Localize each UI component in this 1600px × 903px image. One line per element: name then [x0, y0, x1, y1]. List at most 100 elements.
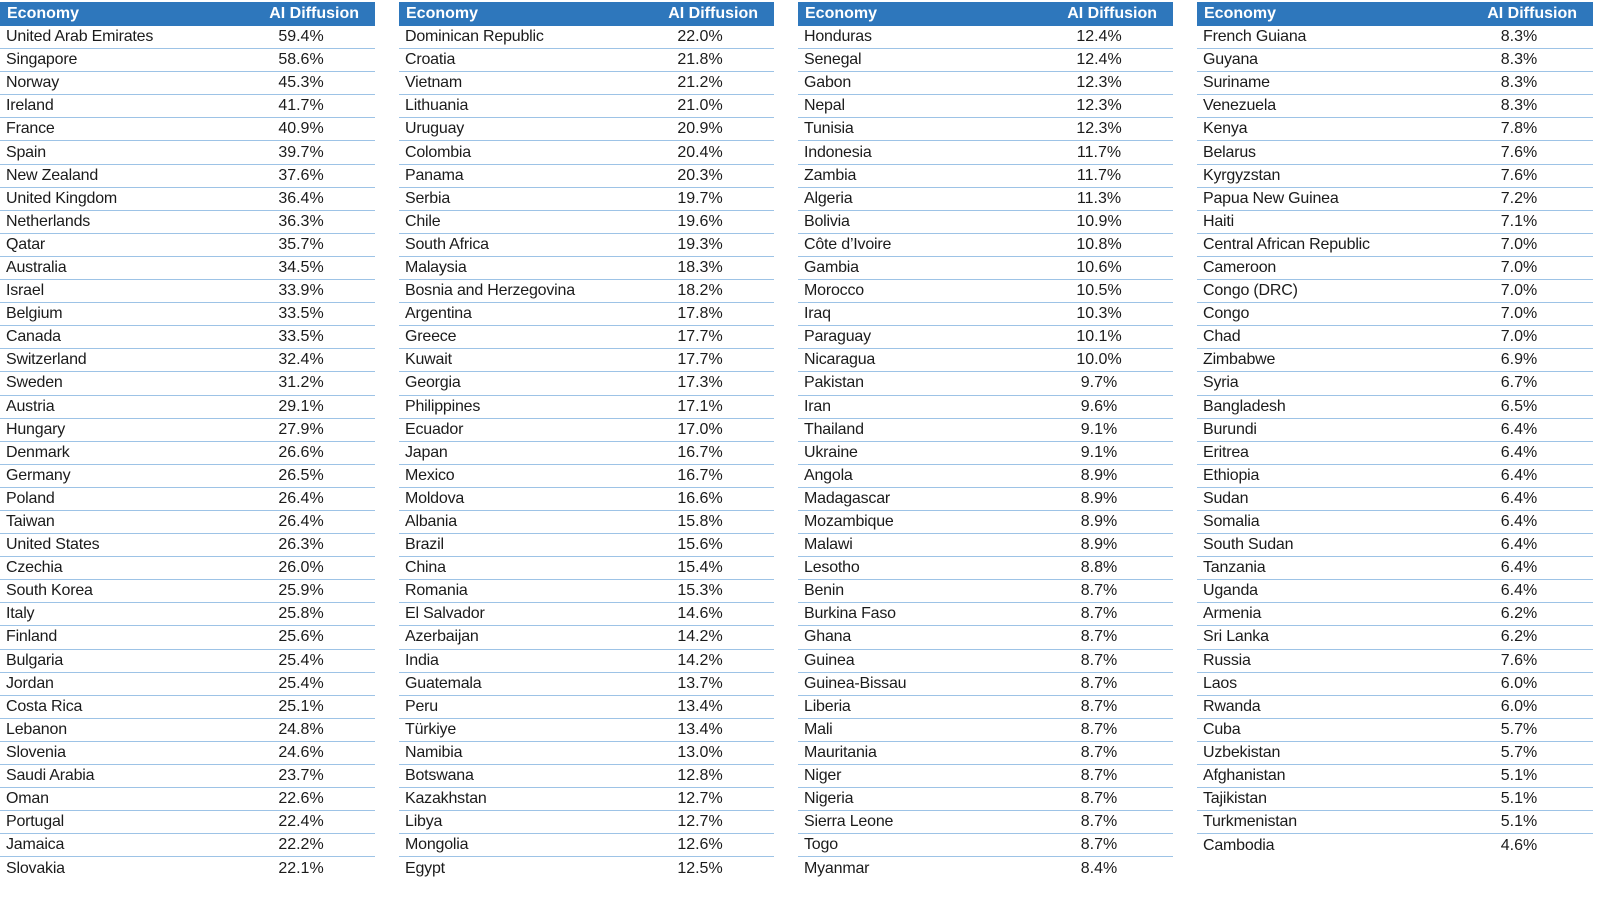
- ai-diffusion-value: 19.3%: [677, 235, 723, 253]
- table-row: Congo 7.0%: [1197, 303, 1593, 327]
- ai-diffusion-value: 22.0%: [677, 28, 723, 46]
- economy-name: Uruguay: [405, 120, 465, 138]
- economy-name: Morocco: [804, 282, 864, 300]
- economy-name: Ghana: [804, 628, 852, 646]
- economy-name: Zambia: [804, 166, 857, 184]
- table-row: Honduras 12.4%: [798, 26, 1173, 50]
- ai-diffusion-column-header: AI Diffusion: [1067, 5, 1157, 22]
- ai-diffusion-value: 33.9%: [278, 282, 324, 300]
- economy-name: Azerbaijan: [405, 628, 479, 646]
- table-row: Moldova 16.6%: [399, 488, 774, 511]
- table-row: Japan 16.7%: [399, 442, 774, 465]
- table-row: Tanzania 6.4%: [1197, 557, 1593, 581]
- table-row: Kazakhstan 12.7%: [399, 788, 774, 812]
- economy-name: Australia: [6, 258, 67, 276]
- table-row: Egypt 12.5%: [399, 857, 774, 880]
- ai-diffusion-value: 10.5%: [1076, 282, 1122, 300]
- ai-diffusion-value: 14.2%: [677, 651, 723, 669]
- ai-diffusion-value: 22.6%: [278, 790, 324, 808]
- economy-name: Rwanda: [1203, 697, 1261, 715]
- table-row: Lesotho 8.8%: [798, 557, 1173, 581]
- economy-name: Pakistan: [804, 374, 864, 392]
- table-row: Serbia 19.7%: [399, 188, 774, 211]
- ai-diffusion-value: 14.6%: [677, 605, 723, 623]
- ai-diffusion-value: 17.3%: [677, 374, 723, 392]
- table-header: Economy AI Diffusion: [399, 2, 774, 26]
- economy-name: Congo: [1203, 305, 1250, 323]
- ai-diffusion-value: 11.7%: [1076, 166, 1122, 184]
- table-row: Sierra Leone 8.7%: [798, 811, 1173, 835]
- table-row: South Africa 19.3%: [399, 234, 774, 257]
- economy-name: Togo: [804, 836, 838, 854]
- ai-diffusion-value: 7.1%: [1500, 212, 1538, 230]
- economy-name: El Salvador: [405, 605, 485, 623]
- economy-name: Algeria: [804, 189, 853, 207]
- ai-diffusion-value: 6.4%: [1500, 513, 1538, 531]
- table-row: Czechia 26.0%: [0, 557, 375, 581]
- ai-diffusion-value: 12.8%: [677, 767, 723, 785]
- table-row: Philippines 17.1%: [399, 396, 774, 419]
- ai-diffusion-value: 26.3%: [278, 536, 324, 554]
- economy-name: Uzbekistan: [1203, 743, 1281, 761]
- table-row: Belgium 33.5%: [0, 303, 375, 327]
- ai-diffusion-value: 5.7%: [1500, 743, 1538, 761]
- economy-name: Ecuador: [405, 420, 464, 438]
- ai-diffusion-value: 8.7%: [1080, 605, 1118, 623]
- economy-name: Greece: [405, 328, 457, 346]
- economy-name: Taiwan: [6, 513, 55, 531]
- table-row: Bosnia and Herzegovina 18.2%: [399, 280, 774, 304]
- economy-name: Namibia: [405, 743, 463, 761]
- economy-name: Kenya: [1203, 120, 1248, 138]
- table-row: Azerbaijan 14.2%: [399, 626, 774, 650]
- ai-diffusion-value: 12.3%: [1076, 97, 1122, 115]
- table-row: Switzerland 32.4%: [0, 349, 375, 373]
- table-row: Bangladesh 6.5%: [1197, 396, 1593, 419]
- table-row: Turkmenistan 5.1%: [1197, 811, 1593, 835]
- ai-diffusion-column-header: AI Diffusion: [1487, 5, 1577, 22]
- table-row: Armenia 6.2%: [1197, 603, 1593, 627]
- ai-diffusion-value: 7.0%: [1500, 258, 1538, 276]
- economy-name: Chad: [1203, 328, 1241, 346]
- table-row: Türkiye 13.4%: [399, 719, 774, 742]
- ai-diffusion-value: 5.1%: [1500, 790, 1538, 808]
- table-row: Slovakia 22.1%: [0, 857, 375, 880]
- ai-diffusion-value: 16.7%: [677, 443, 723, 461]
- economy-name: Iraq: [804, 305, 831, 323]
- table-row: New Zealand 37.6%: [0, 165, 375, 188]
- economy-name: South Sudan: [1203, 536, 1294, 554]
- table-row: Lithuania 21.0%: [399, 95, 774, 119]
- economy-name: Czechia: [6, 559, 63, 577]
- table-row: Liberia 8.7%: [798, 696, 1173, 719]
- economy-name: Somalia: [1203, 513, 1260, 531]
- economy-name: Haiti: [1203, 212, 1235, 230]
- economy-name: Peru: [405, 697, 438, 715]
- table-row: Iran 9.6%: [798, 396, 1173, 419]
- economy-name: Dominican Republic: [405, 28, 544, 46]
- ai-diffusion-value: 41.7%: [278, 97, 324, 115]
- economy-name: Austria: [6, 397, 55, 415]
- ai-diffusion-value: 8.7%: [1080, 697, 1118, 715]
- ai-diffusion-value: 8.3%: [1500, 97, 1538, 115]
- table-row: Niger 8.7%: [798, 765, 1173, 789]
- ai-diffusion-value: 6.4%: [1500, 466, 1538, 484]
- table-row: South Sudan 6.4%: [1197, 534, 1593, 558]
- ai-diffusion-value: 12.5%: [677, 859, 723, 877]
- economy-name: Gambia: [804, 258, 859, 276]
- table-row: Libya 12.7%: [399, 811, 774, 835]
- ai-diffusion-value: 5.1%: [1500, 813, 1538, 831]
- economy-name: Poland: [6, 489, 55, 507]
- ai-diffusion-value: 10.8%: [1076, 235, 1122, 253]
- economy-name: Cameroon: [1203, 258, 1277, 276]
- table-row: South Korea 25.9%: [0, 580, 375, 604]
- table-row: Colombia 20.4%: [399, 141, 774, 165]
- economy-name: Sudan: [1203, 489, 1249, 507]
- ai-diffusion-value: 8.3%: [1500, 28, 1538, 46]
- ai-diffusion-value: 12.4%: [1076, 28, 1122, 46]
- table-row: Canada 33.5%: [0, 326, 375, 350]
- table-row: Namibia 13.0%: [399, 742, 774, 765]
- table-row: Mexico 16.7%: [399, 465, 774, 488]
- economy-name: Türkiye: [405, 720, 457, 738]
- ai-diffusion-value: 6.4%: [1500, 559, 1538, 577]
- table-row: Lebanon 24.8%: [0, 719, 375, 742]
- ai-diffusion-value: 7.6%: [1500, 143, 1538, 161]
